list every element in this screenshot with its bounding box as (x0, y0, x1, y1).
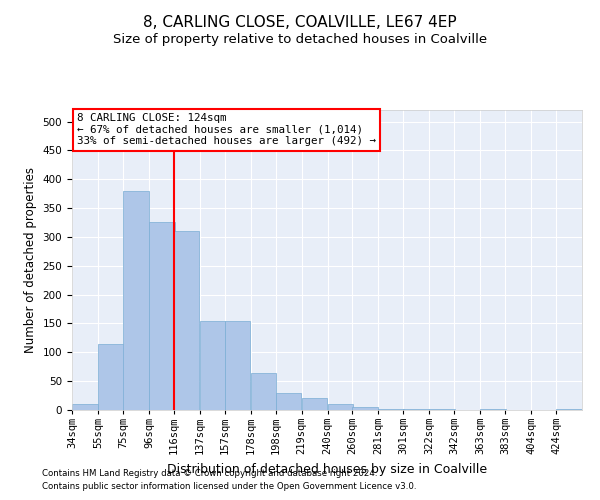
Bar (200, 320, 226, 410)
Bar (98, 344, 124, 410)
Text: Contains HM Land Registry data © Crown copyright and database right 2024.: Contains HM Land Registry data © Crown c… (42, 468, 377, 477)
Bar (251, 372, 277, 410)
Bar (275, 392, 301, 410)
Bar (174, 231, 199, 410)
Bar (302, 398, 327, 410)
Bar (328, 404, 353, 410)
Text: 8 CARLING CLOSE: 124sqm
← 67% of detached houses are smaller (1,014)
33% of semi: 8 CARLING CLOSE: 124sqm ← 67% of detache… (77, 113, 376, 146)
Bar (352, 407, 378, 410)
Bar (72, 404, 98, 410)
Bar (123, 191, 149, 410)
X-axis label: Distribution of detached houses by size in Coalville: Distribution of detached houses by size … (167, 463, 487, 476)
Text: Size of property relative to detached houses in Coalville: Size of property relative to detached ho… (113, 32, 487, 46)
Bar (149, 222, 175, 410)
Y-axis label: Number of detached properties: Number of detached properties (24, 167, 37, 353)
Bar (224, 320, 250, 410)
Text: Contains public sector information licensed under the Open Government Licence v3: Contains public sector information licen… (42, 482, 416, 491)
Text: 8, CARLING CLOSE, COALVILLE, LE67 4EP: 8, CARLING CLOSE, COALVILLE, LE67 4EP (143, 15, 457, 30)
